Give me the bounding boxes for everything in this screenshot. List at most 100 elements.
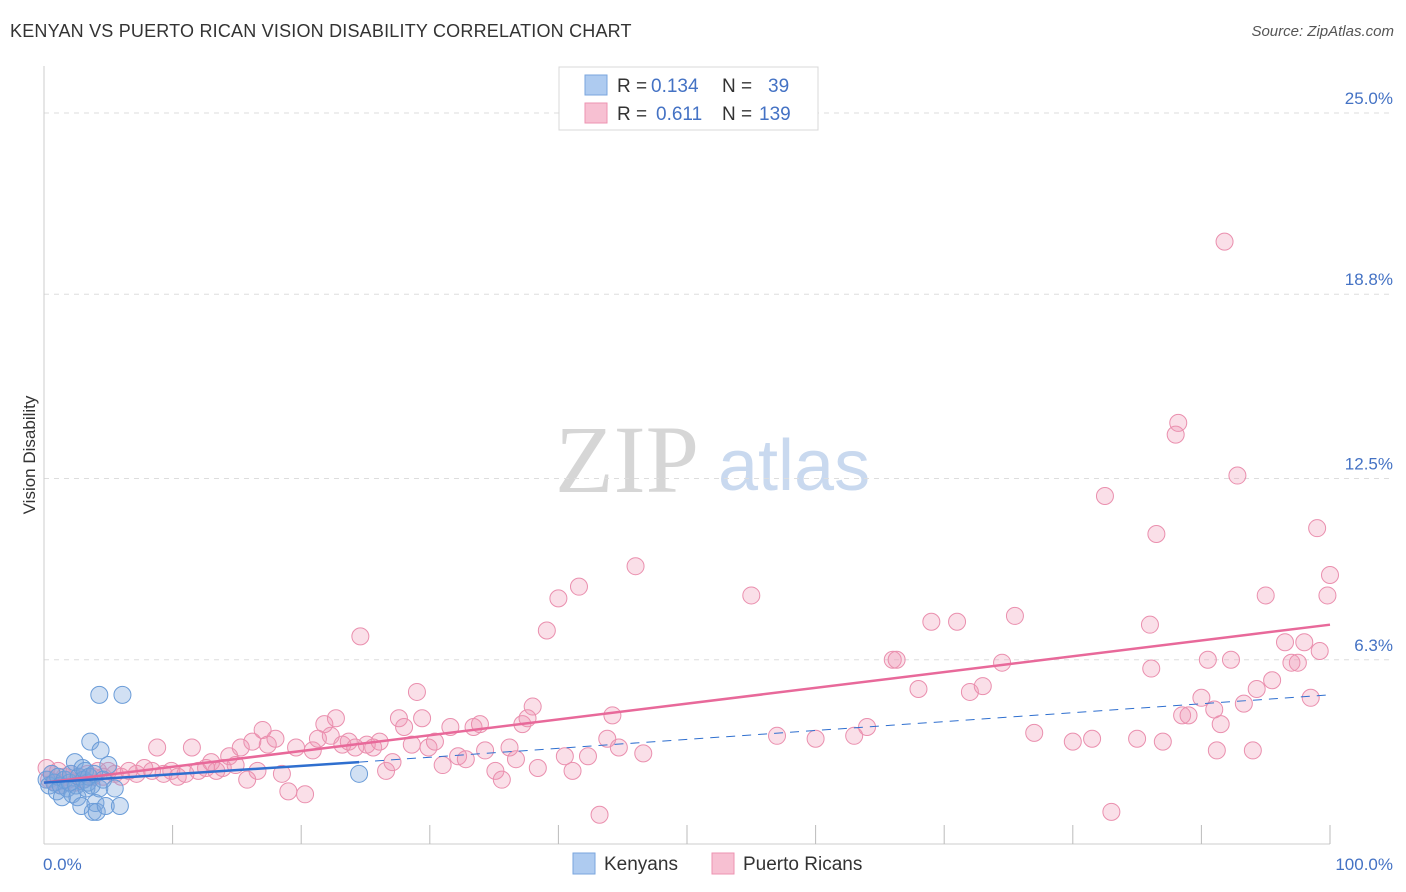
data-point-puerto-ricans [389,709,408,728]
data-point-kenyans [105,779,124,798]
data-point-puerto-ricans [1147,525,1166,544]
data-point-puerto-ricans [1318,586,1337,605]
data-point-puerto-ricans [1295,633,1314,652]
data-point-puerto-ricans [433,756,452,775]
data-point-kenyans [53,788,72,807]
data-point-kenyans [72,796,91,815]
data-point-puerto-ricans [1211,715,1230,734]
data-point-puerto-ricans [1128,729,1147,748]
data-point-puerto-ricans [1310,642,1329,660]
legend-n-value-kenyans: 39 [768,76,789,97]
data-point-puerto-ricans [425,732,444,751]
x-tick-label: 100.0% [1335,855,1393,874]
data-point-puerto-ricans [845,726,864,745]
data-point-kenyans [113,685,132,704]
data-point-kenyans [96,796,115,815]
data-point-puerto-ricans [806,729,825,748]
data-point-puerto-ricans [973,677,992,696]
data-point-puerto-ricans [1192,688,1211,707]
data-point-puerto-ricans [1221,650,1240,669]
data-point-puerto-ricans [231,738,250,757]
data-point-puerto-ricans [315,715,334,734]
bottom-legend-label-kenyans: Kenyans [604,854,678,875]
data-point-puerto-ricans [1198,650,1217,669]
watermark-zip: ZIP [555,406,699,513]
data-point-puerto-ricans [1243,741,1262,760]
data-point-puerto-ricans [395,718,414,737]
trend-lines [43,623,1331,784]
data-point-puerto-ricans [148,738,167,757]
data-point-puerto-ricans [1063,732,1082,751]
data-point-kenyans [90,685,109,704]
data-point-puerto-ricans [1275,633,1294,652]
data-point-puerto-ricans [326,709,345,728]
legend-r-label: R = [617,104,647,125]
data-point-puerto-ricans [528,758,547,777]
data-point-puerto-ricans [609,738,628,757]
data-point-puerto-ricans [413,709,432,728]
legend-r-value-kenyans: 0.134 [651,76,699,97]
bottom-legend-label-puerto-ricans: Puerto Ricans [743,854,862,875]
data-point-puerto-ricans [266,729,285,748]
legend-n-label: N = [722,76,752,97]
bottom-legend: Kenyans Puerto Ricans [572,852,862,875]
data-point-puerto-ricans [578,747,597,766]
trend-line-puerto-ricans [43,623,1331,784]
data-point-puerto-ricans [1005,606,1024,625]
y-tick-label: 6.3% [1354,636,1393,655]
data-point-puerto-ricans [296,785,315,804]
series-puerto-ricans-points [37,232,1339,824]
data-point-puerto-ricans [626,557,645,576]
data-point-puerto-ricans [407,682,426,701]
bottom-legend-swatch-kenyans [572,852,596,875]
data-point-puerto-ricans [1301,688,1320,707]
data-point-puerto-ricans [922,612,941,631]
trend-line-kenyans [43,760,360,784]
data-point-puerto-ricans [1179,706,1198,725]
data-point-puerto-ricans [253,720,272,739]
data-point-puerto-ricans [1234,694,1253,713]
bottom-legend-swatch-puerto-ricans [711,852,735,875]
data-point-puerto-ricans [883,650,902,669]
data-point-puerto-ricans [549,589,568,608]
data-point-puerto-ricans [1102,802,1121,821]
data-point-puerto-ricans [182,738,201,757]
data-point-puerto-ricans [1207,741,1226,760]
data-point-puerto-ricans [993,653,1012,672]
data-point-puerto-ricans [909,680,928,699]
y-tick-label: 18.8% [1345,270,1393,289]
data-point-puerto-ricans [1321,565,1339,584]
data-point-puerto-ricans [948,612,967,631]
data-point-kenyans [73,758,92,777]
data-point-puerto-ricans [1153,732,1172,751]
data-point-puerto-ricans [768,726,787,745]
data-point-puerto-ricans [243,732,262,751]
data-point-puerto-ricans [537,621,556,640]
legend-r-value-puerto-ricans: 0.611 [656,104,702,125]
watermark-atlas: atlas [718,426,870,506]
legend: R = 0.134 N = 39 R = 0.611 N = 139 [558,66,819,131]
data-point-puerto-ricans [351,627,370,646]
data-point-puerto-ricans [476,741,495,760]
data-point-puerto-ricans [1095,487,1114,506]
data-point-puerto-ricans [1215,232,1234,251]
data-point-puerto-ricans [555,747,574,766]
axes: 6.3% 12.5% 18.8% 25.0% 0.0% 100.0% [43,66,1393,874]
y-tick-label: 25.0% [1345,89,1393,108]
data-point-kenyans [91,741,110,760]
data-point-puerto-ricans [272,764,291,783]
data-point-puerto-ricans [1308,519,1327,538]
data-point-puerto-ricans [590,805,609,824]
data-point-puerto-ricans [1169,413,1188,432]
legend-swatch-puerto-ricans [584,102,608,124]
data-point-puerto-ricans [1025,723,1044,742]
data-point-puerto-ricans [1256,586,1275,605]
data-point-kenyans [110,796,129,815]
data-point-puerto-ricans [1263,671,1282,690]
data-point-puerto-ricans [1166,425,1185,444]
data-point-puerto-ricans [603,706,622,725]
chart-title: KENYAN VS PUERTO RICAN VISION DISABILITY… [10,21,632,41]
data-point-puerto-ricans [279,782,298,801]
data-point-puerto-ricans [1173,706,1192,725]
